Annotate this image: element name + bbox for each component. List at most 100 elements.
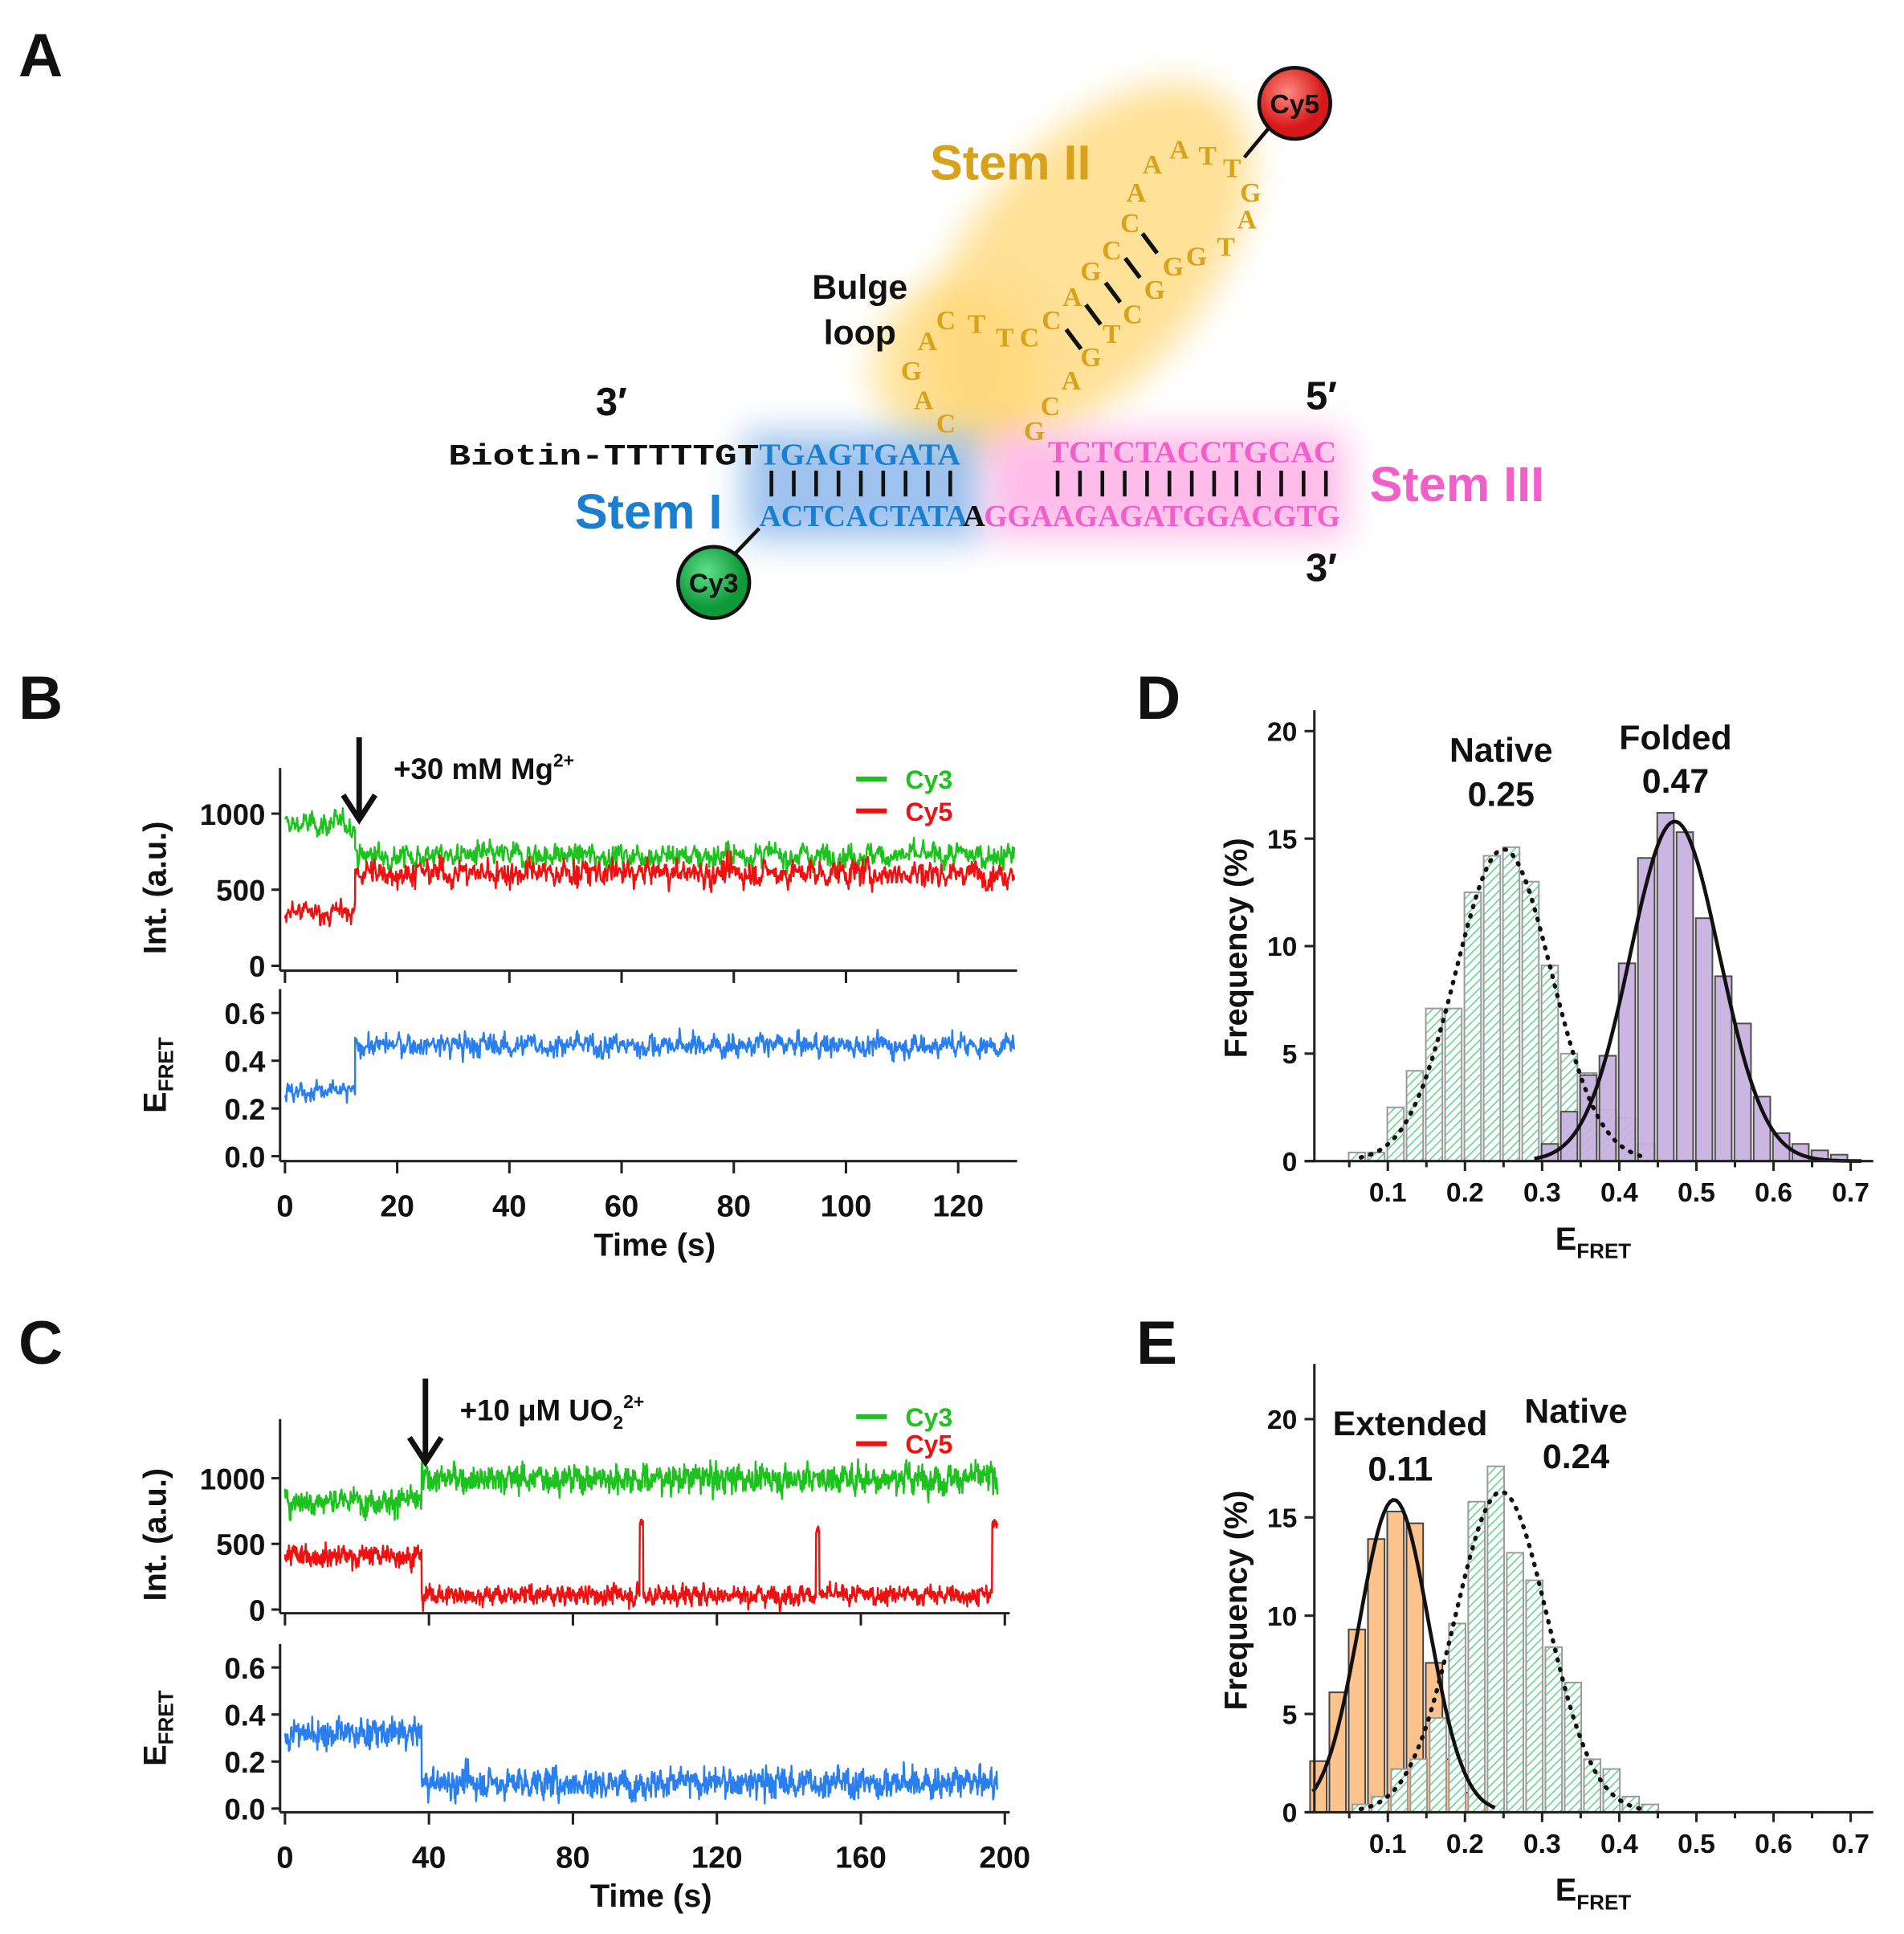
cy3-dye-icon (676, 545, 752, 620)
loop-base: A (914, 386, 934, 416)
histogram-bar (1656, 812, 1675, 1162)
loop-base: T (968, 310, 985, 340)
peak-value-native: 0.25 (1468, 776, 1535, 814)
histogram-bar (1733, 1022, 1752, 1162)
x-tick-label: 0.6 (1755, 1830, 1792, 1859)
intensity-axes: 0 500 1000 (200, 768, 1017, 983)
y-tick-label: 0.4 (224, 1045, 266, 1078)
histogram-bar (1463, 892, 1482, 1162)
efret-axes: 0.0 0.2 0.4 0.6 (224, 1643, 1010, 1826)
loop-base: A (918, 327, 938, 357)
histogram-bar (1448, 1622, 1467, 1814)
histogram-bar (1429, 1716, 1447, 1814)
histogram-bar (1602, 1768, 1621, 1814)
loop-base: C (1020, 324, 1039, 353)
loop-base: C (1102, 236, 1121, 266)
loop-base: G (1024, 417, 1045, 447)
efret-axes: 0.0 0.2 0.4 0.6 (224, 989, 1017, 1173)
cy5-dye-icon (1257, 65, 1332, 141)
trace-cy5 (283, 849, 1016, 928)
cy5-dye-label: Cy5 (1270, 90, 1319, 120)
peak-label-native: Native (1524, 1393, 1628, 1431)
loop-base: G (1163, 252, 1184, 282)
loop-base: G (1080, 257, 1101, 287)
histogram-bar (1386, 1106, 1405, 1162)
time-x-axis-label: Time (s) (593, 1227, 716, 1263)
y-tick-label: 10 (1267, 1602, 1297, 1632)
junction-base: A (963, 500, 985, 533)
x-tick-label: 0.2 (1446, 1178, 1484, 1208)
legend-label-cy5: Cy5 (905, 798, 952, 826)
histogram-bar (1444, 1007, 1463, 1162)
x-tick-label: 40 (412, 1840, 446, 1875)
histogram-bar (1564, 1681, 1583, 1814)
stem3-bottom-strand: GGAAGAGATGGACGTG (984, 500, 1340, 533)
panel-label-b: B (18, 664, 63, 732)
x-tick-label: 0.7 (1832, 1178, 1869, 1208)
bars-native (1352, 1465, 1660, 1814)
x-tick-label: 0 (276, 1840, 293, 1875)
stem3-top-strand: TCTCTACCTGCAC (1048, 435, 1336, 469)
legend-label-cy3: Cy3 (905, 765, 952, 794)
x-tick-label: 20 (380, 1189, 414, 1224)
loop-base: G (1186, 243, 1207, 272)
loop-base: C (936, 306, 956, 336)
loop-base: G (1240, 178, 1261, 208)
loop-base: C (1123, 300, 1142, 329)
trace-cy3 (283, 1458, 999, 1522)
efret-y-axis-label: EFRET (138, 1037, 178, 1113)
intensity-axes: 0 500 1000 (200, 1418, 1010, 1627)
stem2-label: Stem II (930, 135, 1091, 190)
y-tick-label: 0 (1282, 1799, 1298, 1829)
end-label-3prime-top: 3′ (596, 381, 627, 424)
peak-label-native: Native (1449, 732, 1553, 770)
loop-base: A (1127, 178, 1147, 208)
cy5-linker (1242, 126, 1270, 159)
frequency-y-axis-label: Frequency (%) (1219, 1491, 1254, 1711)
cy3-linker (732, 527, 761, 557)
loop-base: G (901, 357, 922, 386)
y-tick-label: 1000 (200, 1463, 266, 1495)
y-tick-label: 10 (1267, 932, 1297, 962)
trace-efret (283, 1715, 999, 1805)
peak-label-extended: Extended (1333, 1405, 1488, 1443)
stem1-glow (743, 432, 983, 541)
end-label-3prime-bottom: 3′ (1306, 547, 1337, 590)
loop-base: T (1217, 232, 1234, 262)
addition-annotation: +30 mM Mg2+ (393, 750, 574, 785)
stem2-base-pair-dash (1123, 256, 1142, 279)
y-tick-label: 0.0 (224, 1140, 265, 1173)
bulge-label-line2: loop (824, 313, 896, 352)
stem2-base-pair-dash (1084, 303, 1103, 326)
y-tick-label: 0 (249, 950, 265, 983)
loop-base: T (1223, 153, 1241, 183)
stem1-label: Stem I (575, 484, 723, 539)
loop-base: A (1062, 283, 1082, 312)
time-x-axis-label: Time (s) (590, 1879, 712, 1914)
y-tick-label: 0.6 (224, 1652, 265, 1685)
trace-efret (283, 1027, 1016, 1104)
x-tick-label: 60 (605, 1189, 639, 1224)
peak-label-folded: Folded (1619, 719, 1731, 757)
cy3-dye-label: Cy3 (689, 569, 739, 598)
y-tick-label: 0.6 (224, 998, 265, 1030)
x-tick-label: 160 (835, 1840, 887, 1875)
x-tick-label: 0.4 (1600, 1830, 1638, 1859)
y-tick-label: 0.0 (224, 1793, 265, 1826)
loop-base: G (1080, 343, 1101, 373)
x-tick-label: 0.4 (1600, 1178, 1638, 1208)
x-tick-label: 0.2 (1446, 1830, 1484, 1859)
y-tick-label: 500 (216, 1528, 265, 1561)
x-tick-label: 0.5 (1678, 1830, 1715, 1859)
aptamer-diagram: Stem II Bulge loop 3′ 5′ 3′ Biotin-TTTTT… (448, 65, 1544, 620)
legend-label-cy5: Cy5 (905, 1430, 952, 1459)
histogram-bar (1405, 1070, 1425, 1162)
x-tick-label: 40 (492, 1189, 527, 1224)
histogram-bar (1559, 1111, 1579, 1162)
loop-base: A (1143, 150, 1163, 180)
addition-arrow-head-icon (407, 1435, 444, 1467)
trace-panel-C: 0 500 1000 Int. (a.u.) 0.0 0.2 0.4 0.6 EFRET 0 40 8… (138, 1378, 1030, 1914)
x-tick-label: 0.1 (1369, 1178, 1407, 1208)
histogram-bar (1409, 1758, 1428, 1814)
